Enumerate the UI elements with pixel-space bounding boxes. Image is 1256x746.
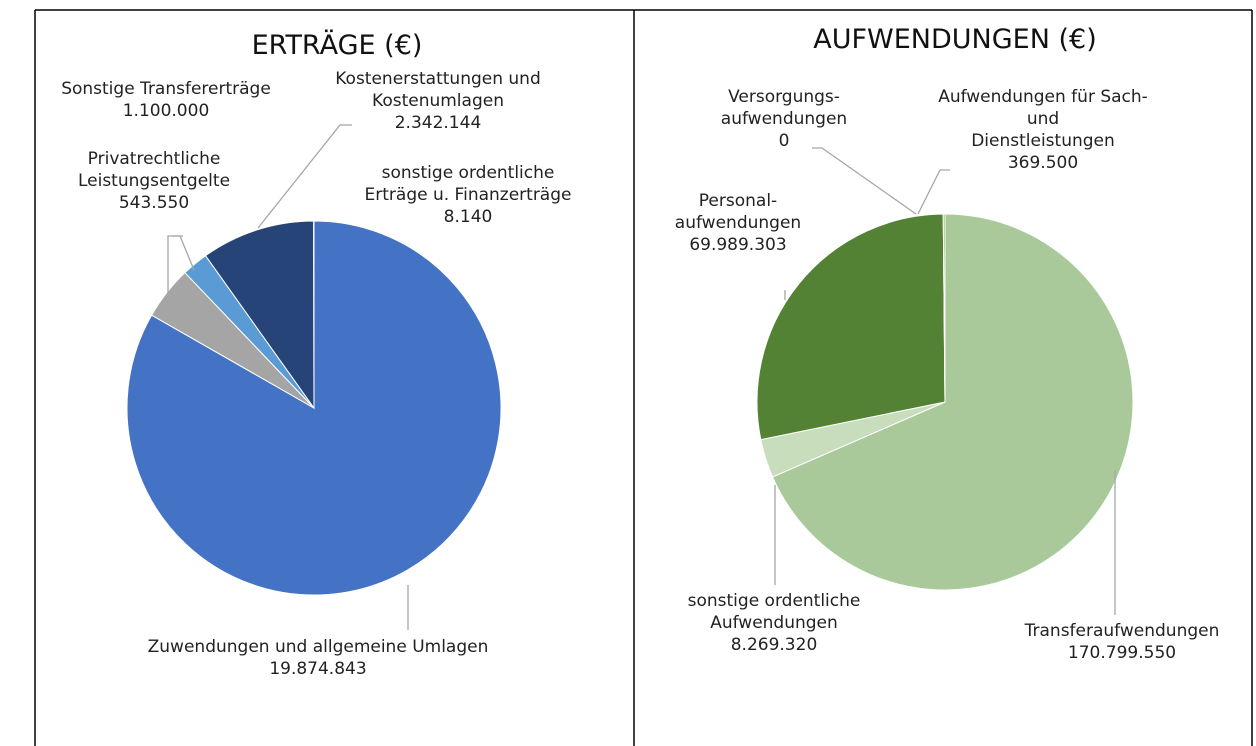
category-label: Versorgungs- aufwendungen bbox=[720, 87, 848, 129]
pie-slice bbox=[942, 213, 946, 403]
leader-line bbox=[172, 235, 195, 271]
value-label: 8.140 bbox=[443, 207, 493, 227]
chart-title: ERTRÄGE (€) bbox=[251, 30, 423, 61]
category-label: Personal- aufwendungen bbox=[674, 191, 802, 233]
value-label: 170.799.550 bbox=[1067, 643, 1177, 663]
data-label: Zuwendungen und allgemeine Umlagen 19.874… bbox=[148, 636, 489, 680]
category-label: Kostenerstattungen und Kostenumlagen bbox=[335, 69, 541, 111]
data-label: Aufwendungen für Sach- und Dienstleistun… bbox=[937, 86, 1150, 174]
value-label: 543.550 bbox=[118, 193, 190, 213]
category-label: Zuwendungen und allgemeine Umlagen bbox=[147, 637, 489, 657]
category-label: Sonstige Transfererträge bbox=[61, 79, 271, 99]
category-label: Privatrechtliche Leistungsentgelte bbox=[77, 149, 231, 191]
value-label: 1.100.000 bbox=[122, 101, 210, 121]
data-label: sonstige ordentliche Aufwendungen 8.269.3… bbox=[688, 590, 861, 656]
data-label: Privatrechtliche Leistungsentgelte 543.55… bbox=[78, 148, 230, 214]
pie-slice bbox=[771, 213, 1134, 591]
category-label: Transferaufwendungen bbox=[1024, 621, 1220, 641]
value-label: 2.342.144 bbox=[394, 113, 482, 133]
value-label: 69.989.303 bbox=[689, 235, 787, 255]
pie-slice bbox=[756, 213, 946, 441]
data-label: Sonstige Transfererträge 1.100.000 bbox=[61, 78, 271, 122]
pie-slice bbox=[204, 220, 315, 410]
value-label: 19.874.843 bbox=[269, 659, 367, 679]
value-label: 369.500 bbox=[1007, 153, 1079, 173]
data-label: Personal- aufwendungen 69.989.303 bbox=[675, 190, 801, 256]
value-label: 0 bbox=[778, 131, 790, 151]
value-label: 8.269.320 bbox=[730, 635, 818, 655]
leader-line bbox=[257, 124, 352, 229]
category-label: sonstige ordentliche Erträge u. Finanzer… bbox=[364, 163, 572, 205]
category-label: Aufwendungen für Sach- und Dienstleistun… bbox=[938, 87, 1148, 151]
data-label: Kostenerstattungen und Kostenumlagen 2.34… bbox=[335, 68, 541, 134]
data-label: sonstige ordentliche Erträge u. Finanzer… bbox=[365, 162, 572, 228]
leader-line bbox=[812, 147, 917, 215]
data-label: Transferaufwendungen 170.799.550 bbox=[1025, 620, 1220, 664]
leader-line bbox=[917, 169, 950, 215]
chart-title: AUFWENDUNGEN (€) bbox=[813, 24, 1097, 55]
category-label: sonstige ordentliche Aufwendungen bbox=[687, 591, 861, 633]
data-label: Versorgungs- aufwendungen 0 bbox=[721, 86, 847, 152]
